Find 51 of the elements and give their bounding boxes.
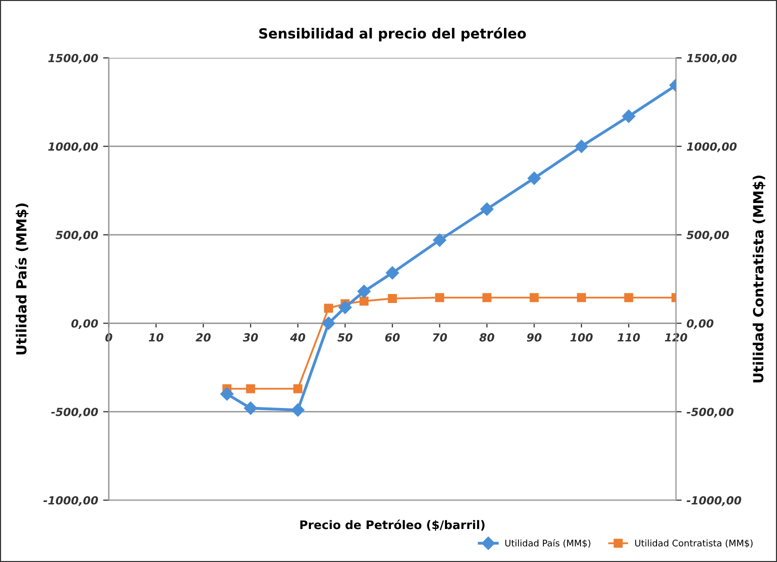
x-tick-label: 70 (432, 333, 447, 342)
y2-tick-label: 500,00 (686, 230, 729, 241)
x-tick-label: 30 (242, 333, 258, 342)
point (433, 234, 446, 247)
point (482, 293, 492, 302)
y-tick-label: -1000,00 (43, 496, 98, 506)
x-tick-label: 100 (570, 333, 593, 342)
point (244, 402, 258, 415)
point (622, 110, 636, 123)
x-tick-label: 20 (196, 333, 211, 342)
point (388, 294, 397, 304)
y2-tick-label: 1000,00 (686, 142, 737, 152)
chart-title: Sensibilidad al precio del petróleo (259, 27, 526, 42)
y-axis-title: Utilidad País (MM$) (15, 204, 28, 354)
y2-tick-label: 1500,00 (686, 54, 737, 64)
point (246, 384, 256, 394)
x-tick-label: 10 (148, 333, 164, 342)
x-axis-title: Precio de Petróleo ($/barril) (300, 520, 485, 531)
point (435, 293, 444, 302)
point (480, 202, 494, 216)
point (322, 316, 336, 330)
x-tick-label: 40 (290, 333, 306, 342)
y2-tick-label: 0,00 (686, 319, 714, 330)
point (293, 384, 302, 394)
y-tick-label: 500,00 (56, 230, 98, 241)
point (291, 403, 304, 417)
x-tick-label: 80 (479, 333, 494, 342)
x-tick-label: 90 (526, 333, 542, 342)
point (624, 293, 634, 302)
y2-tick-label: -1000,00 (686, 496, 742, 506)
point (324, 304, 334, 313)
y2-axis-title: Utilidad Contratista (MM$) (752, 176, 766, 382)
y-tick-label: -500,00 (51, 408, 98, 418)
point (338, 300, 352, 314)
point (528, 172, 541, 185)
legend-label: Utilidad Contratista (MM$) (635, 540, 753, 548)
x-tick-label: 110 (618, 333, 640, 342)
y-tick-label: 1500,00 (48, 54, 98, 64)
y-tick-label: 1000,00 (48, 142, 98, 152)
x-tick-label: 60 (385, 333, 400, 342)
point (220, 387, 234, 401)
y-tick-label: 0,00 (71, 319, 98, 330)
point (360, 296, 369, 306)
legend-label: Utilidad País (MM$) (505, 539, 590, 548)
point (386, 266, 399, 280)
point (574, 140, 588, 153)
x-tick-label: 50 (338, 333, 352, 342)
point (576, 293, 586, 302)
y2-tick-label: -500,00 (686, 408, 734, 418)
point (357, 284, 371, 298)
point (530, 293, 539, 302)
